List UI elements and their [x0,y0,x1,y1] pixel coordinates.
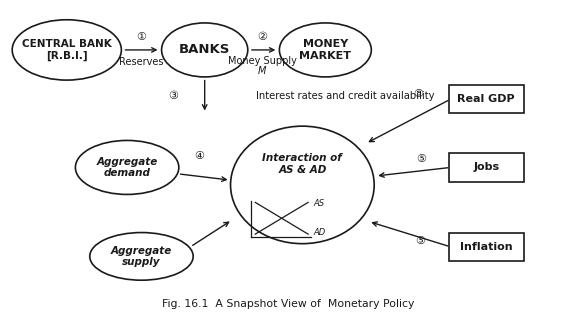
Text: Money Supply: Money Supply [228,56,297,66]
Text: Interaction of
AS & AD: Interaction of AS & AD [263,153,342,175]
Text: Inflation: Inflation [460,242,513,252]
Text: ③: ③ [168,91,178,101]
Text: MONEY
MARKET: MONEY MARKET [300,39,351,61]
Text: Jobs: Jobs [473,162,499,173]
Text: Reserves: Reserves [119,57,164,67]
Text: ⑤: ⑤ [416,154,426,165]
Text: CENTRAL BANK
[R.B.I.]: CENTRAL BANK [R.B.I.] [22,39,112,61]
Text: Aggregate
supply: Aggregate supply [111,246,172,267]
Text: ④: ④ [194,151,204,161]
Text: Real GDP: Real GDP [457,94,515,104]
Text: Aggregate
demand: Aggregate demand [97,157,158,178]
Text: Fig. 16.1  A Snapshot View of  Monetary Policy: Fig. 16.1 A Snapshot View of Monetary Po… [162,299,414,309]
Text: AS: AS [314,199,325,208]
Text: ①: ① [137,32,146,42]
Text: ⑤: ⑤ [414,89,423,100]
Text: ②: ② [257,32,267,42]
Text: AD: AD [314,228,326,237]
Text: $M$: $M$ [257,64,267,76]
Text: BANKS: BANKS [179,43,230,56]
Text: ⑤: ⑤ [415,236,425,247]
Text: Interest rates and credit availability: Interest rates and credit availability [256,91,435,101]
